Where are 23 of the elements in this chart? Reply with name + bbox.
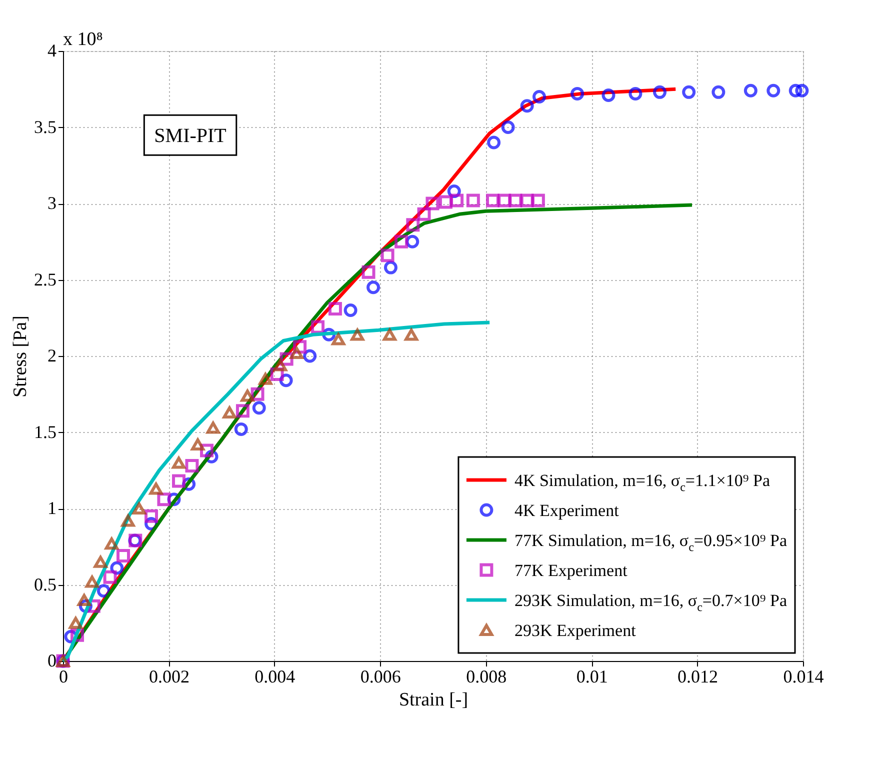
y-tick-label: 2	[48, 346, 56, 366]
y-tick-label: 1.5	[34, 422, 56, 442]
y-tick-label: 3	[48, 193, 56, 213]
y-tick-label: 2.5	[34, 269, 56, 290]
x-tick-label: 0.004	[254, 666, 296, 686]
legend-label: 293K Experiment	[514, 621, 636, 640]
y-tick-label: 4	[48, 40, 56, 60]
y-tick-label: 0.5	[34, 574, 56, 594]
x-axis-title: Strain [-]	[398, 690, 468, 710]
x-tick-label: 0.006	[360, 666, 401, 686]
legend-label: 77K Experiment	[514, 561, 628, 580]
y-tick-label: 0	[48, 650, 56, 670]
y-tick-label: 3.5	[34, 116, 56, 137]
legend-label: 4K Experiment	[514, 501, 620, 520]
x-tick-label: 0.014	[783, 666, 824, 686]
y-tick-label: 1	[48, 498, 56, 518]
x-tick-label: 0.01	[576, 666, 608, 686]
x-tick-label: 0.008	[466, 666, 507, 686]
y-axis-title: Stress [Pa]	[10, 316, 31, 398]
x-tick-label: 0.012	[678, 666, 718, 686]
annotation: SMI-PIT	[154, 125, 226, 148]
x-tick-label: 0.002	[148, 666, 190, 686]
text: x 10⁸	[63, 29, 103, 50]
